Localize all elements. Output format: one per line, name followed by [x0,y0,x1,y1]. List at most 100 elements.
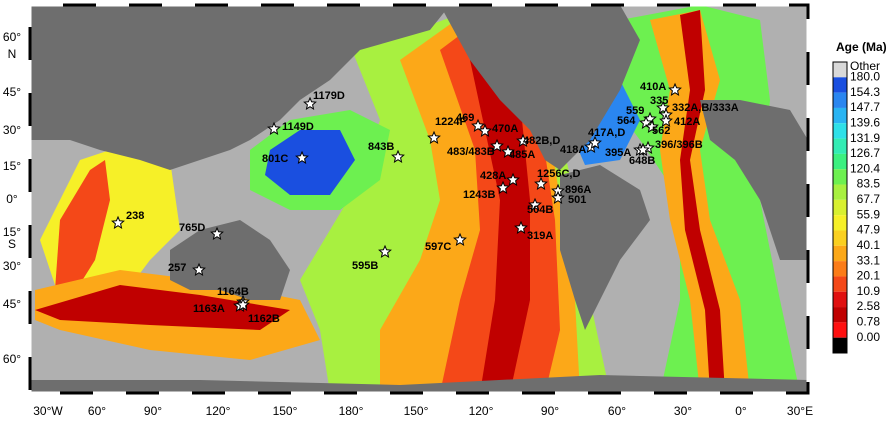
site-star [453,232,467,246]
site-label: 648B [629,155,655,167]
legend-swatch [833,245,847,262]
lat-label: 45° [3,85,21,99]
lat-label: N [8,47,17,61]
legend-label: Other [850,59,880,73]
legend-label: 2.58 [857,299,881,313]
lon-label: 60° [88,404,106,418]
site-label: 418A [560,144,586,156]
legend-swatch [833,107,847,124]
site-label: 396/396B [655,139,703,151]
site-star [636,142,650,156]
site-label: 896A [565,184,591,196]
map-frame-pattern [28,3,810,395]
site-star [303,96,317,110]
legend-label: 67.7 [857,192,881,206]
lat-label: S [8,237,16,251]
site-star [516,133,530,147]
lon-label: 0° [735,404,747,418]
lon-label: 90° [144,404,162,418]
legend-label: 0.00 [857,330,881,344]
site-star [490,138,504,152]
legend-label: 10.9 [857,284,881,298]
site-label: 843B [368,141,394,153]
site-label: 595B [352,260,378,272]
lat-label: 15° [3,225,21,239]
lon-label: 90° [541,404,559,418]
legend-label: 83.5 [857,177,881,191]
site-star [528,197,542,211]
lat-label: 45° [3,297,21,311]
site-label: 395A [605,147,631,159]
site-label: 1256C,D [537,168,580,180]
site-label: 1163A [193,303,225,315]
lat-label: 30° [3,259,21,273]
site-label: 238 [126,210,144,222]
lon-label: 180° [339,404,364,418]
site-star [236,297,250,311]
lon-label: 120° [206,404,231,418]
legend-label: 180.0 [850,69,880,83]
legend-label: 154.3 [850,85,880,99]
site-label: 1243B [463,189,495,201]
lat-label: 60° [3,352,21,366]
site-star [267,121,281,135]
lon-label: 150° [404,404,429,418]
legend-swatch [833,184,847,200]
site-label: 564 [617,115,636,127]
legend-swatch [833,169,847,185]
site-label: 1179D [313,90,345,102]
site-star [514,220,528,234]
legend-swatch [833,307,847,323]
site-label: 470A [492,123,518,135]
legend-swatch [833,230,847,246]
site-label: 501 [568,194,586,206]
lon-label: 120° [469,404,494,418]
legend-label: 120.4 [850,161,880,175]
site-label: 469 [456,112,474,124]
site-star [427,130,441,144]
legend-swatch [833,261,847,277]
site-label: 257 [168,262,186,274]
site-star [378,244,392,258]
site-star [496,180,510,194]
legend-swatch [833,123,847,139]
legend-label: 55.9 [857,207,881,221]
site-label: 559 [626,105,644,117]
legend-label: 131.9 [850,131,880,145]
site-star [668,82,682,96]
lat-label: 15° [3,159,21,173]
site-label: 1224F [435,116,466,128]
site-star [659,113,673,127]
site-label: 485A [509,149,535,161]
site-star [210,226,224,240]
colorbar-frame [832,61,848,354]
legend-swatch [833,276,847,292]
site-label: 428A [480,170,506,182]
site-star [391,149,405,163]
legend-swatch [833,77,847,93]
site-star [295,150,309,164]
lon-label: 30° [674,404,692,418]
site-label: 765D [179,222,205,234]
lon-label: 30°E [787,404,813,418]
site-label: 1149D [282,121,314,133]
site-star [111,215,125,229]
lat-label: 0° [6,192,18,206]
site-label: 1162B [248,313,280,325]
site-star [478,123,492,137]
site-label: 335 [650,95,668,107]
site-star [471,118,485,132]
site-label: 410A [640,81,666,93]
site-star [551,190,565,204]
legend-label: 47.9 [857,223,881,237]
legend-label: 20.1 [857,269,881,283]
site-label: 319A [527,230,553,242]
site-star [192,262,206,276]
legend-swatch [833,92,847,108]
legend-label: 33.1 [857,253,881,267]
land [30,5,808,393]
site-label: 482B,D [523,135,560,147]
legend-label: 0.78 [857,315,881,329]
site-label: 597C [425,241,451,253]
